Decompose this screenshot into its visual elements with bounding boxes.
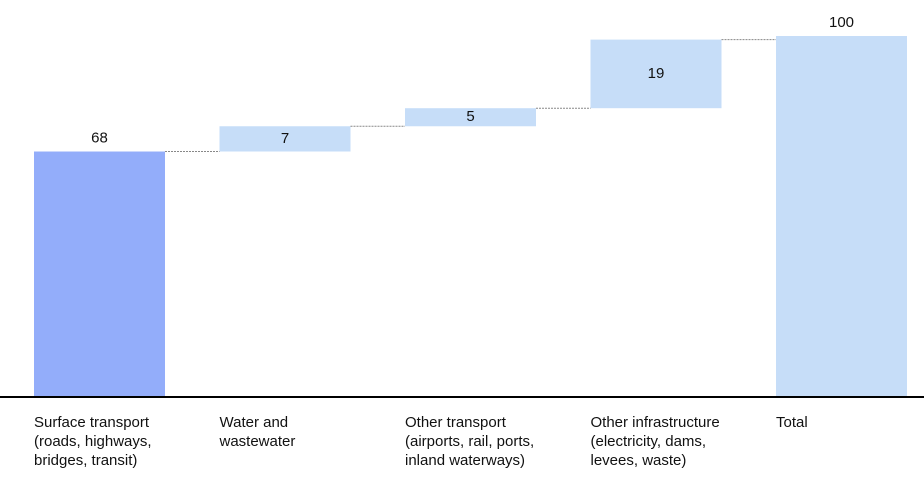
value-label: 68: [91, 129, 108, 146]
value-label: 100: [829, 14, 854, 31]
x-tick-label: Surface transport (roads, highways, brid…: [34, 414, 152, 469]
bar: [776, 36, 907, 397]
x-tick-label: Total: [776, 414, 808, 431]
bar: [405, 108, 536, 127]
value-label: 5: [466, 108, 474, 125]
x-tick-label: Other transport (airports, rail, ports, …: [405, 414, 535, 469]
bar: [219, 126, 351, 152]
value-label: 19: [648, 65, 665, 82]
x-tick-label: Water and wastewater: [219, 414, 296, 450]
bar: [34, 151, 165, 397]
value-label: 7: [281, 130, 289, 147]
bar: [590, 39, 722, 109]
x-tick-label: Other infrastructure (electricity, dams,…: [590, 414, 720, 469]
